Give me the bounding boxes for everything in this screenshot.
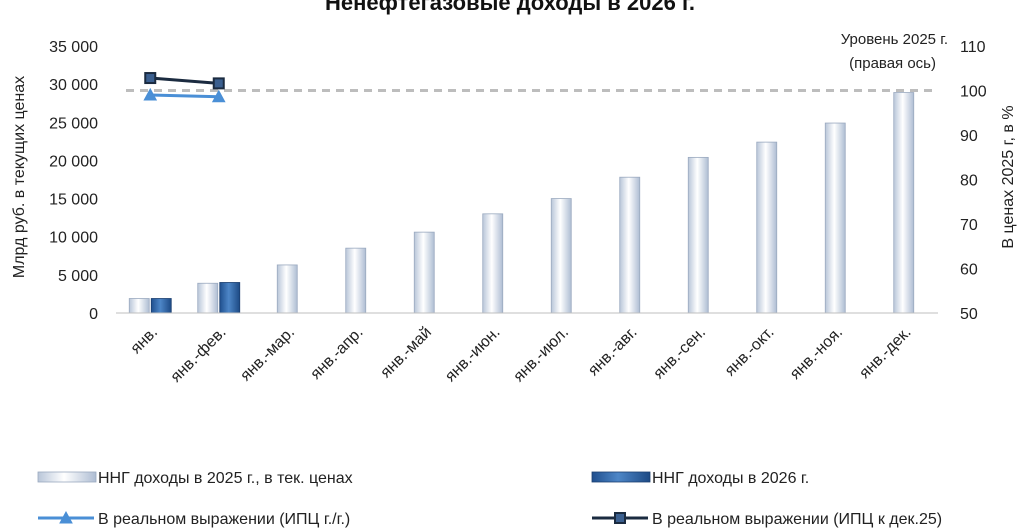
reference-line-sublabel: (правая ось) <box>849 55 936 72</box>
legend-item: ННГ доходы в 2026 г. <box>591 470 809 487</box>
y-axis-right-title: В ценах 2025 г, в % <box>1000 105 1017 248</box>
point-real-yoy <box>143 87 158 101</box>
legend-item: В реальном выражении (ИПЦ к дек.25) <box>592 511 942 528</box>
lines-group <box>143 72 226 103</box>
chart-title: Ненефтегазовые доходы в 2026 г. <box>325 0 695 15</box>
x-tick-label: янв.-фев. <box>168 324 230 386</box>
point-real-yoy <box>211 89 226 103</box>
legend-label: В реальном выражении (ИПЦ г./г.) <box>98 511 350 528</box>
bar-2026 <box>219 282 241 314</box>
bar-2025 <box>345 247 367 314</box>
bar-2025 <box>824 122 846 314</box>
legend-marker <box>614 512 626 524</box>
point-real-dec25 <box>212 77 225 90</box>
line-real-dec25 <box>150 76 219 85</box>
y-left-tick-label: 30 000 <box>49 77 98 94</box>
y-axis-left-title: Млрд руб. в текущих ценах <box>11 76 28 278</box>
x-tick-label: янв.-апр. <box>307 324 366 383</box>
y-left-tick-label: 10 000 <box>49 230 98 247</box>
y-axis-right: 110 100 90 80 70 60 50 <box>960 39 987 323</box>
x-tick-label: янв.-дек. <box>856 324 914 382</box>
y-left-tick-label: 35 000 <box>49 39 98 56</box>
y-right-tick-label: 80 <box>960 173 978 190</box>
x-tick-label: янв.-окт. <box>722 324 778 380</box>
x-tick-label: янв.-сен. <box>650 324 709 383</box>
y-left-tick-label: 5 000 <box>58 268 98 285</box>
legend-marker <box>59 510 73 524</box>
legend: ННГ доходы в 2025 г., в тек. ценах ННГ до… <box>37 470 942 528</box>
bar-2025 <box>756 141 778 314</box>
line-real-yoy <box>150 93 219 99</box>
bar-2025 <box>413 231 435 314</box>
bar-2025 <box>550 198 572 314</box>
x-axis: янв. янв.-фев. янв.-мар. янв.-апр. янв.-май я… <box>116 312 938 386</box>
y-right-tick-label: 60 <box>960 262 978 279</box>
x-tick-label: янв.-июл. <box>510 324 572 386</box>
y-axis-left: 35 000 30 000 25 000 20 000 15 000 10 000 5 00… <box>49 39 98 323</box>
y-left-tick-label: 0 <box>89 306 98 323</box>
y-left-tick-label: 20 000 <box>49 153 98 170</box>
reference-line-label: Уровень 2025 г. <box>841 31 948 48</box>
bar-2025 <box>197 282 219 314</box>
bar-2025 <box>893 92 915 314</box>
bar-2025 <box>276 264 298 314</box>
bar-2025 <box>619 176 641 314</box>
bar-2025 <box>687 156 709 314</box>
x-tick-label: янв.-авг. <box>585 324 641 380</box>
y-left-tick-label: 15 000 <box>49 192 98 209</box>
y-left-tick-label: 25 000 <box>49 115 98 132</box>
legend-label: ННГ доходы в 2026 г. <box>652 470 809 487</box>
y-right-tick-label: 90 <box>960 128 978 145</box>
bar-2026 <box>150 298 172 314</box>
legend-swatch-2026 <box>591 471 651 483</box>
x-tick-label: янв.-мар. <box>237 324 298 385</box>
x-tick-label: янв.-июн. <box>442 324 504 386</box>
x-tick-label: янв.-ноя. <box>787 324 846 383</box>
legend-item: В реальном выражении (ИПЦ г./г.) <box>38 510 350 528</box>
legend-item: ННГ доходы в 2025 г., в тек. ценах <box>37 470 353 487</box>
legend-swatch-2025 <box>37 471 97 483</box>
y-right-tick-label: 110 <box>960 39 986 56</box>
legend-label: ННГ доходы в 2025 г., в тек. ценах <box>98 470 353 487</box>
x-tick-label: янв. <box>128 324 162 358</box>
bar-2025 <box>482 213 504 314</box>
y-right-tick-label: 50 <box>960 306 978 323</box>
bars-group <box>128 92 915 314</box>
y-right-tick-label: 100 <box>960 84 987 101</box>
bar-2025 <box>128 298 150 314</box>
legend-label: В реальном выражении (ИПЦ к дек.25) <box>652 511 942 528</box>
point-real-dec25 <box>144 72 157 85</box>
y-right-tick-label: 70 <box>960 217 978 234</box>
x-tick-label: янв.-май <box>377 324 435 382</box>
